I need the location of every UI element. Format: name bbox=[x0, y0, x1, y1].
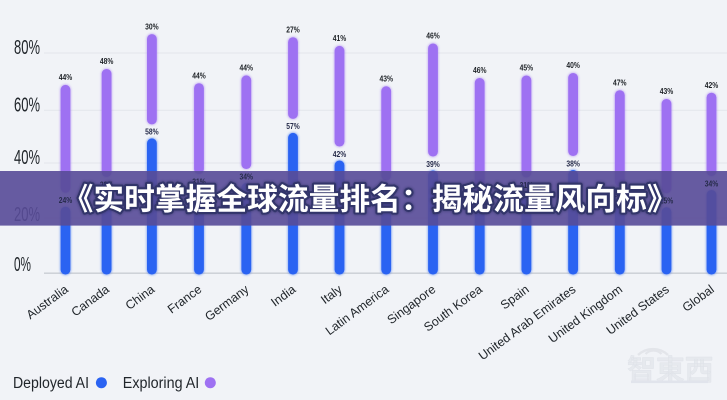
svg-text:30%: 30% bbox=[145, 22, 159, 31]
svg-text:34%: 34% bbox=[705, 179, 719, 188]
svg-text:60%: 60% bbox=[14, 95, 40, 117]
svg-text:48%: 48% bbox=[100, 57, 114, 66]
svg-text:42%: 42% bbox=[705, 81, 719, 90]
svg-text:44%: 44% bbox=[59, 73, 73, 82]
svg-text:34%: 34% bbox=[240, 172, 254, 181]
svg-text:57%: 57% bbox=[286, 122, 300, 131]
svg-text:39%: 39% bbox=[426, 160, 440, 169]
svg-text:47%: 47% bbox=[613, 78, 627, 87]
svg-text:44%: 44% bbox=[240, 64, 254, 73]
svg-text:31%: 31% bbox=[192, 177, 206, 186]
svg-text:43%: 43% bbox=[379, 75, 393, 84]
svg-text:40%: 40% bbox=[566, 61, 580, 70]
svg-text:38%: 38% bbox=[566, 159, 580, 168]
svg-text:80%: 80% bbox=[14, 37, 40, 59]
svg-text:Exploring AI: Exploring AI bbox=[123, 375, 200, 392]
svg-text:27%: 27% bbox=[286, 25, 300, 34]
svg-text:41%: 41% bbox=[333, 34, 347, 43]
svg-text:46%: 46% bbox=[473, 66, 487, 75]
svg-text:43%: 43% bbox=[660, 87, 674, 96]
svg-text:24%: 24% bbox=[59, 196, 73, 205]
svg-text:46%: 46% bbox=[426, 32, 440, 41]
svg-text:42%: 42% bbox=[333, 150, 347, 159]
svg-text:58%: 58% bbox=[145, 128, 159, 137]
svg-text:0%: 0% bbox=[14, 254, 31, 276]
svg-text:44%: 44% bbox=[192, 71, 206, 80]
svg-text:40%: 40% bbox=[14, 147, 40, 169]
svg-text:45%: 45% bbox=[520, 64, 534, 73]
svg-text:25%: 25% bbox=[660, 197, 674, 206]
svg-text:Deployed AI: Deployed AI bbox=[13, 375, 89, 392]
